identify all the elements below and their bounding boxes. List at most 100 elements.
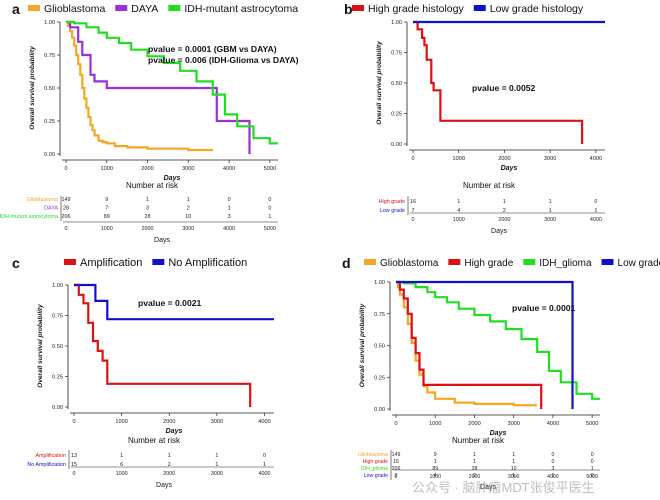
risk-cell: 7 bbox=[412, 208, 415, 214]
x-axis-title: Days bbox=[166, 428, 183, 435]
y-tick-label: 0.50 bbox=[374, 344, 385, 350]
risk-tick-label: 4000 bbox=[590, 217, 602, 223]
legend-item: High grade histology bbox=[352, 3, 464, 15]
risk-cell: 1 bbox=[503, 199, 506, 205]
risk-cell: 6 bbox=[120, 462, 123, 468]
y-tick-label: 0.25 bbox=[44, 119, 55, 125]
risk-tick-label: 1000 bbox=[101, 226, 113, 232]
risk-cell: 89 bbox=[432, 466, 438, 472]
risk-tick-label: 2000 bbox=[469, 474, 481, 480]
y-tick-label: 1.00 bbox=[391, 20, 402, 26]
y-tick-label: 1.00 bbox=[44, 20, 55, 26]
risk-tick-label: 0 bbox=[73, 471, 76, 477]
legend-label: Glioblastoma bbox=[44, 3, 105, 15]
risk-cell: 9 bbox=[434, 452, 437, 458]
legend: Glioblastoma DAYA IDH-mutant astrocytoma bbox=[28, 3, 298, 15]
panel-label: d bbox=[342, 255, 351, 271]
risk-cell: 1 bbox=[215, 462, 218, 468]
risk-cell: 0 bbox=[551, 459, 554, 465]
legend-swatch bbox=[168, 5, 181, 11]
y-tick-label: 0.75 bbox=[374, 312, 385, 318]
y-tick-label: 0.50 bbox=[52, 344, 63, 350]
curves bbox=[66, 20, 278, 154]
y-tick-label: 0.25 bbox=[391, 112, 402, 118]
risk-row-label: IDH-mutant astrocytoma bbox=[0, 214, 58, 220]
panel-label: a bbox=[12, 1, 20, 17]
x-axis-title: Days bbox=[164, 175, 181, 182]
risk-cell: 2 bbox=[473, 473, 476, 479]
risk-cell: 2 bbox=[187, 206, 190, 212]
y-tick-label: 0.50 bbox=[44, 86, 55, 92]
risk-tick-label: 3000 bbox=[182, 226, 194, 232]
legend-item: High grade bbox=[448, 258, 514, 269]
x-tick-label: 2000 bbox=[163, 419, 175, 425]
risk-xlabel: Days bbox=[156, 482, 172, 489]
axes: 0.00 0.25 0.50 0.75 1.00 0 1000 2000 3000 4000 500… bbox=[29, 20, 278, 182]
axes: 0.00 0.25 0.50 0.75 1.00 0 1000 2000 3000 4000 Ove… bbox=[376, 20, 605, 172]
y-tick-label: 0.00 bbox=[374, 407, 385, 413]
y-tick-label: 0.00 bbox=[52, 405, 63, 411]
risk-cell: 0 bbox=[263, 453, 266, 459]
risk-cell: 0 bbox=[591, 459, 594, 465]
series-line bbox=[396, 280, 538, 407]
x-tick-label: 0 bbox=[64, 166, 67, 172]
legend-label: Amplification bbox=[80, 257, 142, 269]
legend-label: IDH_glioma bbox=[539, 258, 592, 269]
x-tick-label: 2000 bbox=[498, 156, 510, 162]
risk-cell: 2 bbox=[503, 208, 506, 214]
risk-row-label: High grade bbox=[379, 199, 405, 205]
risk-cell: 1 bbox=[512, 473, 515, 479]
y-axis-title: Overall survival probability bbox=[37, 304, 44, 388]
risk-cell: 4 bbox=[457, 208, 460, 214]
risk-xlabel: Days bbox=[480, 484, 496, 491]
risk-tick-label: 3000 bbox=[211, 471, 223, 477]
legend-swatch bbox=[364, 259, 376, 265]
risk-cell: 4 bbox=[434, 473, 437, 479]
risk-cell: 1 bbox=[215, 453, 218, 459]
risk-cell: 1 bbox=[551, 473, 554, 479]
pvalue-annotation: pvalue = 0.0001 (GBM vs DAYA) bbox=[148, 44, 277, 54]
y-tick-label: 0.75 bbox=[44, 53, 55, 59]
y-tick-label: 0.75 bbox=[391, 51, 402, 57]
legend-label: DAYA bbox=[131, 3, 158, 15]
risk-row-label: No Amplification bbox=[27, 462, 66, 468]
risk-row-label: Low grade bbox=[380, 208, 405, 214]
x-tick-label: 3000 bbox=[182, 166, 194, 172]
risk-cell: 1 bbox=[228, 206, 231, 212]
risk-cell: 28 bbox=[472, 466, 478, 472]
risk-tick-label: 3000 bbox=[544, 217, 556, 223]
risk-cell: 3 bbox=[551, 466, 554, 472]
risk-cell: 1 bbox=[594, 208, 597, 214]
series-line bbox=[396, 280, 543, 409]
risk-cell: 16 bbox=[393, 459, 399, 465]
legend-label: Low grade bbox=[618, 258, 660, 269]
panel-label: b bbox=[344, 1, 353, 17]
legend-swatch bbox=[28, 5, 40, 11]
y-tick-label: 0.50 bbox=[391, 81, 402, 87]
x-tick-label: 4000 bbox=[590, 156, 602, 162]
curves bbox=[413, 20, 605, 144]
risk-cell: 1 bbox=[187, 197, 190, 203]
risk-xlabel: Days bbox=[491, 228, 507, 235]
x-tick-label: 1000 bbox=[429, 421, 441, 427]
legend: Glioblastoma High grade IDH_glioma Low grad… bbox=[364, 258, 660, 269]
legend-swatch bbox=[352, 5, 364, 11]
risk-cell: 0 bbox=[268, 206, 271, 212]
x-tick-label: 4000 bbox=[547, 421, 559, 427]
risk-cell: 1 bbox=[263, 462, 266, 468]
risk-row-label: Glioblastoma bbox=[27, 197, 58, 203]
risk-tick-label: 1000 bbox=[116, 471, 128, 477]
risk-row-label: Amplification bbox=[35, 453, 66, 459]
legend: Amplification No Amplification bbox=[64, 257, 247, 269]
risk-cell: 10 bbox=[185, 214, 191, 220]
legend-swatch bbox=[601, 259, 614, 265]
pvalue-annotation: pvalue = 0.0001 bbox=[512, 303, 576, 313]
curves bbox=[74, 283, 274, 407]
risk-cell: 206 bbox=[392, 466, 401, 472]
pvalue-annotation: pvalue = 0.0052 bbox=[472, 83, 536, 93]
x-tick-label: 1000 bbox=[115, 419, 127, 425]
legend-label: Low grade histology bbox=[490, 3, 584, 15]
risk-cell: 1 bbox=[473, 459, 476, 465]
